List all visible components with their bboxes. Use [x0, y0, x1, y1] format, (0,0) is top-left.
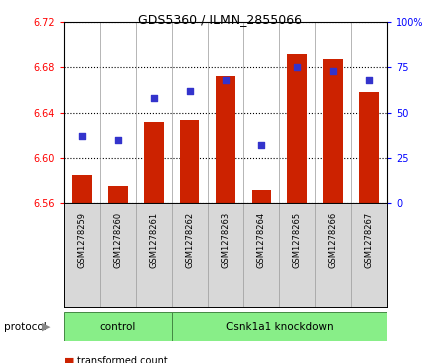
- Point: [78, 133, 85, 139]
- Text: GSM1278260: GSM1278260: [113, 212, 122, 268]
- Text: ■: ■: [64, 356, 74, 363]
- Text: transformed count: transformed count: [77, 356, 168, 363]
- Point: [186, 88, 193, 94]
- Point: [150, 95, 157, 101]
- Bar: [72, 175, 92, 203]
- Bar: [287, 54, 307, 203]
- Point: [366, 77, 373, 83]
- Text: GSM1278266: GSM1278266: [329, 212, 338, 268]
- Point: [222, 77, 229, 83]
- Text: Csnk1a1 knockdown: Csnk1a1 knockdown: [226, 322, 333, 332]
- Bar: [252, 190, 271, 203]
- Bar: [323, 59, 343, 203]
- Bar: [180, 121, 199, 203]
- Text: GDS5360 / ILMN_2855066: GDS5360 / ILMN_2855066: [138, 13, 302, 26]
- Bar: [359, 92, 379, 203]
- Point: [258, 142, 265, 148]
- Text: protocol: protocol: [4, 322, 47, 332]
- Text: GSM1278265: GSM1278265: [293, 212, 302, 268]
- Text: GSM1278264: GSM1278264: [257, 212, 266, 268]
- Point: [330, 68, 337, 74]
- Text: GSM1278267: GSM1278267: [365, 212, 374, 268]
- Text: GSM1278261: GSM1278261: [149, 212, 158, 268]
- Bar: [108, 186, 128, 203]
- Text: ▶: ▶: [41, 322, 50, 332]
- Text: GSM1278259: GSM1278259: [77, 212, 86, 268]
- Bar: [216, 76, 235, 203]
- Bar: [172, 312, 387, 341]
- Point: [294, 64, 301, 70]
- Text: GSM1278262: GSM1278262: [185, 212, 194, 268]
- Text: GSM1278263: GSM1278263: [221, 212, 230, 268]
- Bar: [144, 122, 164, 203]
- Text: control: control: [99, 322, 136, 332]
- Point: [114, 137, 121, 143]
- Bar: [64, 312, 172, 341]
